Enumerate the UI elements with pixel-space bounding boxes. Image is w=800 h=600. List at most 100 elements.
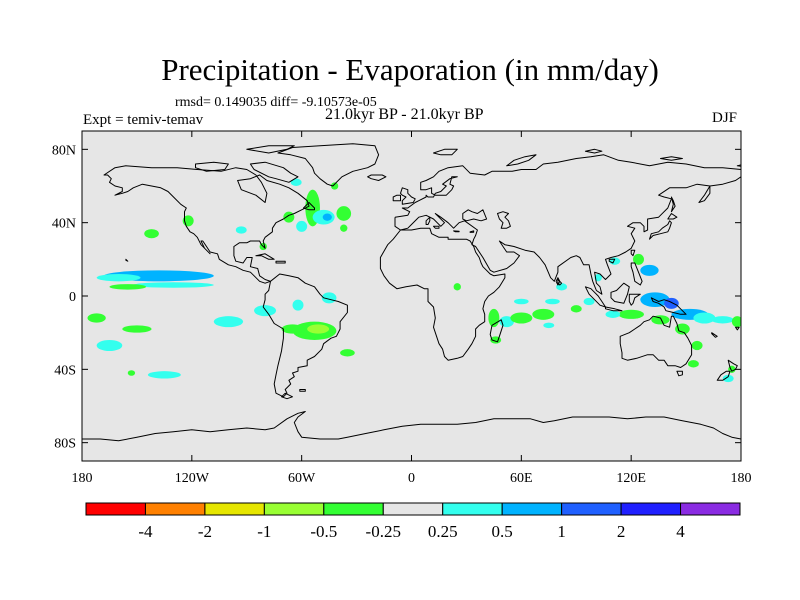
anomaly-region [556, 283, 568, 291]
anomaly-region [290, 178, 302, 186]
anomaly-region [532, 308, 555, 320]
coastline [249, 161, 299, 183]
anomaly-region [340, 224, 348, 232]
anomaly-region [96, 340, 123, 351]
anomaly-region [307, 324, 330, 334]
anomaly-region [545, 298, 560, 305]
colorbar-box [620, 502, 682, 516]
y-tick-label: 80N [52, 143, 76, 158]
coastline [667, 213, 678, 220]
coastline [277, 143, 380, 187]
coastline [630, 262, 643, 286]
x-tick-label: 60E [510, 471, 533, 486]
coastline [676, 370, 683, 377]
coastline [630, 249, 636, 257]
colorbar-label: -0.5 [310, 522, 337, 541]
anomaly-region [96, 274, 141, 282]
experiment-label: Expt = temiv-temav [83, 112, 204, 128]
anomaly-region [514, 298, 529, 305]
anomaly-region [340, 349, 355, 357]
anomaly-region [235, 226, 247, 234]
coastline [394, 176, 741, 295]
coastline [303, 202, 315, 211]
x-tick-label: 180 [72, 471, 93, 486]
coastline [394, 154, 741, 218]
coastline [433, 225, 440, 229]
anomaly-region [731, 316, 741, 328]
coastline [608, 258, 616, 264]
colorbar-label: 0.25 [428, 522, 458, 541]
coastline [462, 209, 488, 222]
anomaly-layer [87, 178, 741, 383]
anomaly-region [510, 312, 533, 324]
anomaly-region [87, 313, 106, 323]
coastline [400, 187, 416, 205]
anomaly-region [651, 315, 670, 325]
coastline [650, 297, 687, 315]
anomaly-region [605, 310, 621, 319]
colorbar-label: -4 [138, 522, 153, 541]
y-tick-label: 0 [69, 290, 76, 305]
colorbar-box [323, 502, 384, 516]
coastline [619, 315, 693, 368]
anomaly-region [722, 374, 734, 383]
anomaly-region [693, 312, 716, 324]
coastline [736, 164, 741, 167]
coastline [425, 216, 431, 225]
anomaly-region [664, 297, 679, 309]
anomaly-region [122, 325, 152, 333]
coastline [82, 411, 741, 442]
anomaly-region [618, 309, 644, 319]
colorbar-box [204, 502, 265, 516]
coastline [649, 220, 672, 240]
x-tick-label: 60W [288, 471, 316, 486]
coastline [262, 273, 348, 398]
anomaly-region [147, 371, 181, 379]
y-tick-label: 40S [54, 363, 76, 378]
coastline [711, 332, 718, 338]
coastline [670, 196, 676, 213]
anomaly-region [570, 305, 582, 313]
colorbar-label: -2 [198, 522, 212, 541]
coastline [392, 194, 401, 202]
coastline [246, 145, 295, 154]
anomaly-region [675, 323, 690, 335]
colorbar-box [561, 502, 622, 516]
coastline [195, 161, 229, 172]
coastline [255, 253, 275, 260]
coastline [716, 370, 731, 381]
chart-title: Precipitation - Evaporation (in mm/day) [161, 52, 659, 87]
colorbar-label: 1 [557, 522, 566, 541]
anomaly-region [711, 316, 734, 324]
colorbar-box [680, 502, 741, 516]
coastline [367, 174, 387, 181]
period-label: 21.0kyr BP - 21.0kyr BP [325, 106, 484, 123]
anomaly-region [687, 360, 699, 368]
colorbar-box [382, 502, 444, 516]
anomaly-region [632, 253, 644, 265]
coastline [735, 326, 740, 331]
coastline [379, 227, 506, 361]
coastline [275, 260, 286, 264]
coastline [660, 156, 683, 161]
anomaly-region [609, 257, 621, 265]
coastline [610, 282, 630, 304]
coastline [497, 211, 511, 229]
y-tick-label: 40N [52, 217, 76, 232]
coastline [125, 258, 129, 262]
anomaly-region [109, 284, 147, 290]
season-label: DJF [712, 110, 738, 126]
colorbar-box [144, 502, 206, 516]
x-tick-label: 180 [731, 471, 752, 486]
anomaly-region [640, 264, 659, 276]
coastline [281, 392, 293, 400]
anomaly-region [336, 206, 352, 221]
colorbar-label: 0.5 [492, 522, 513, 541]
axis-ticks: 180 120W 60W 0 60E 120E 180 80N 40N 0 40S 80S [52, 131, 752, 486]
y-tick-label: 80S [54, 437, 76, 452]
x-tick-label: 0 [408, 471, 415, 486]
colorbar-box [263, 502, 325, 516]
colorbar-box [85, 502, 146, 516]
colorbar: -4 -2 -1 -0.5 -0.25 0.25 0.5 1 2 4 [85, 502, 741, 541]
